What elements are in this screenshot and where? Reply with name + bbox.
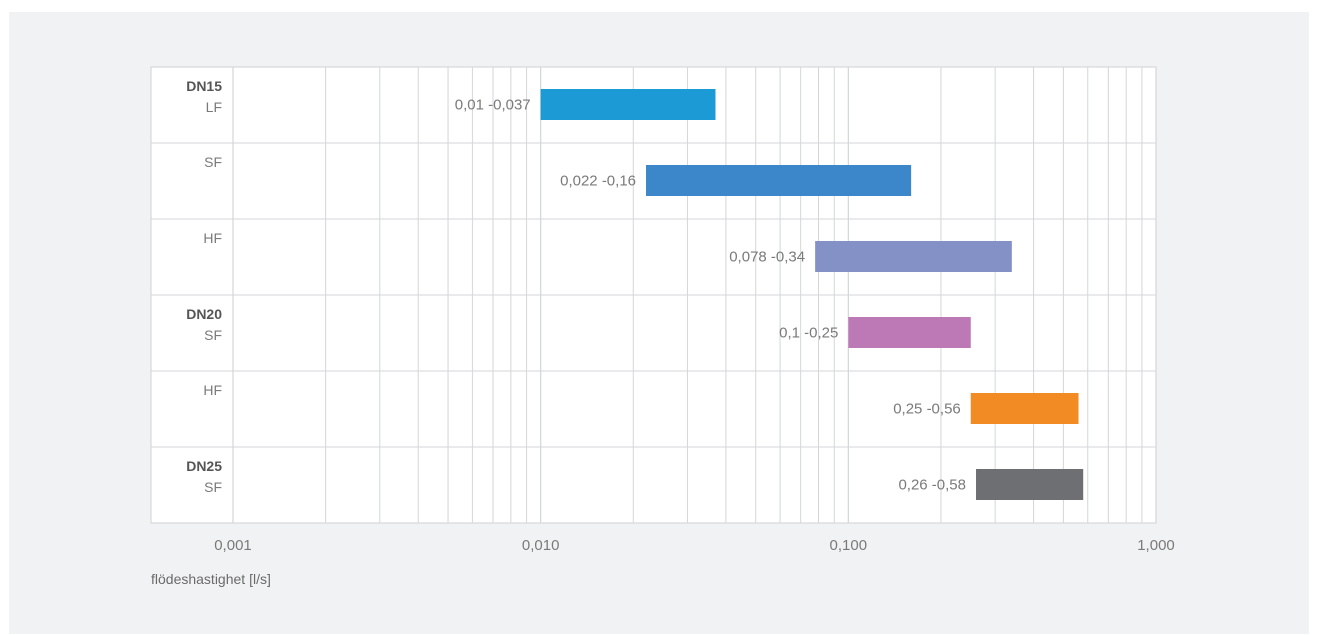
bar-value-label: 0,022 -0,16 [560, 173, 636, 190]
bar [646, 165, 912, 196]
x-tick-label: 0,100 [830, 537, 868, 554]
bar [540, 89, 716, 120]
bars [540, 89, 1084, 500]
bar [970, 393, 1079, 424]
bar-value-label: 0,1 -0,25 [779, 325, 838, 342]
x-tick-label: 1,000 [1137, 537, 1175, 554]
bar [848, 317, 971, 348]
x-tick-label: 0,010 [522, 537, 560, 554]
row-category-label: LF [206, 99, 222, 115]
labels: 0,01 -0,037 DN15 LF 0,022 -0,16 SF 0,078 -0,3… [186, 78, 1175, 554]
row-group-label: DN20 [186, 306, 222, 322]
x-axis-title: flödeshastighet [l/s] [151, 571, 271, 587]
row-group-label: DN25 [186, 458, 222, 474]
row-group-label: DN15 [186, 78, 222, 94]
x-tick-label: 0,001 [214, 537, 252, 554]
bar-value-label: 0,26 -0,58 [898, 477, 966, 494]
row-separators [151, 142, 1156, 448]
bar-value-label: 0,01 -0,037 [455, 97, 531, 114]
row-category-label: HF [203, 382, 222, 398]
bar-value-label: 0,078 -0,34 [729, 249, 805, 266]
row-category-label: SF [204, 154, 222, 170]
bar [976, 469, 1084, 500]
bar [815, 241, 1012, 272]
row-category-label: SF [204, 479, 222, 495]
row-category-label: SF [204, 327, 222, 343]
row-category-label: HF [203, 230, 222, 246]
bar-value-label: 0,25 -0,56 [893, 401, 961, 418]
